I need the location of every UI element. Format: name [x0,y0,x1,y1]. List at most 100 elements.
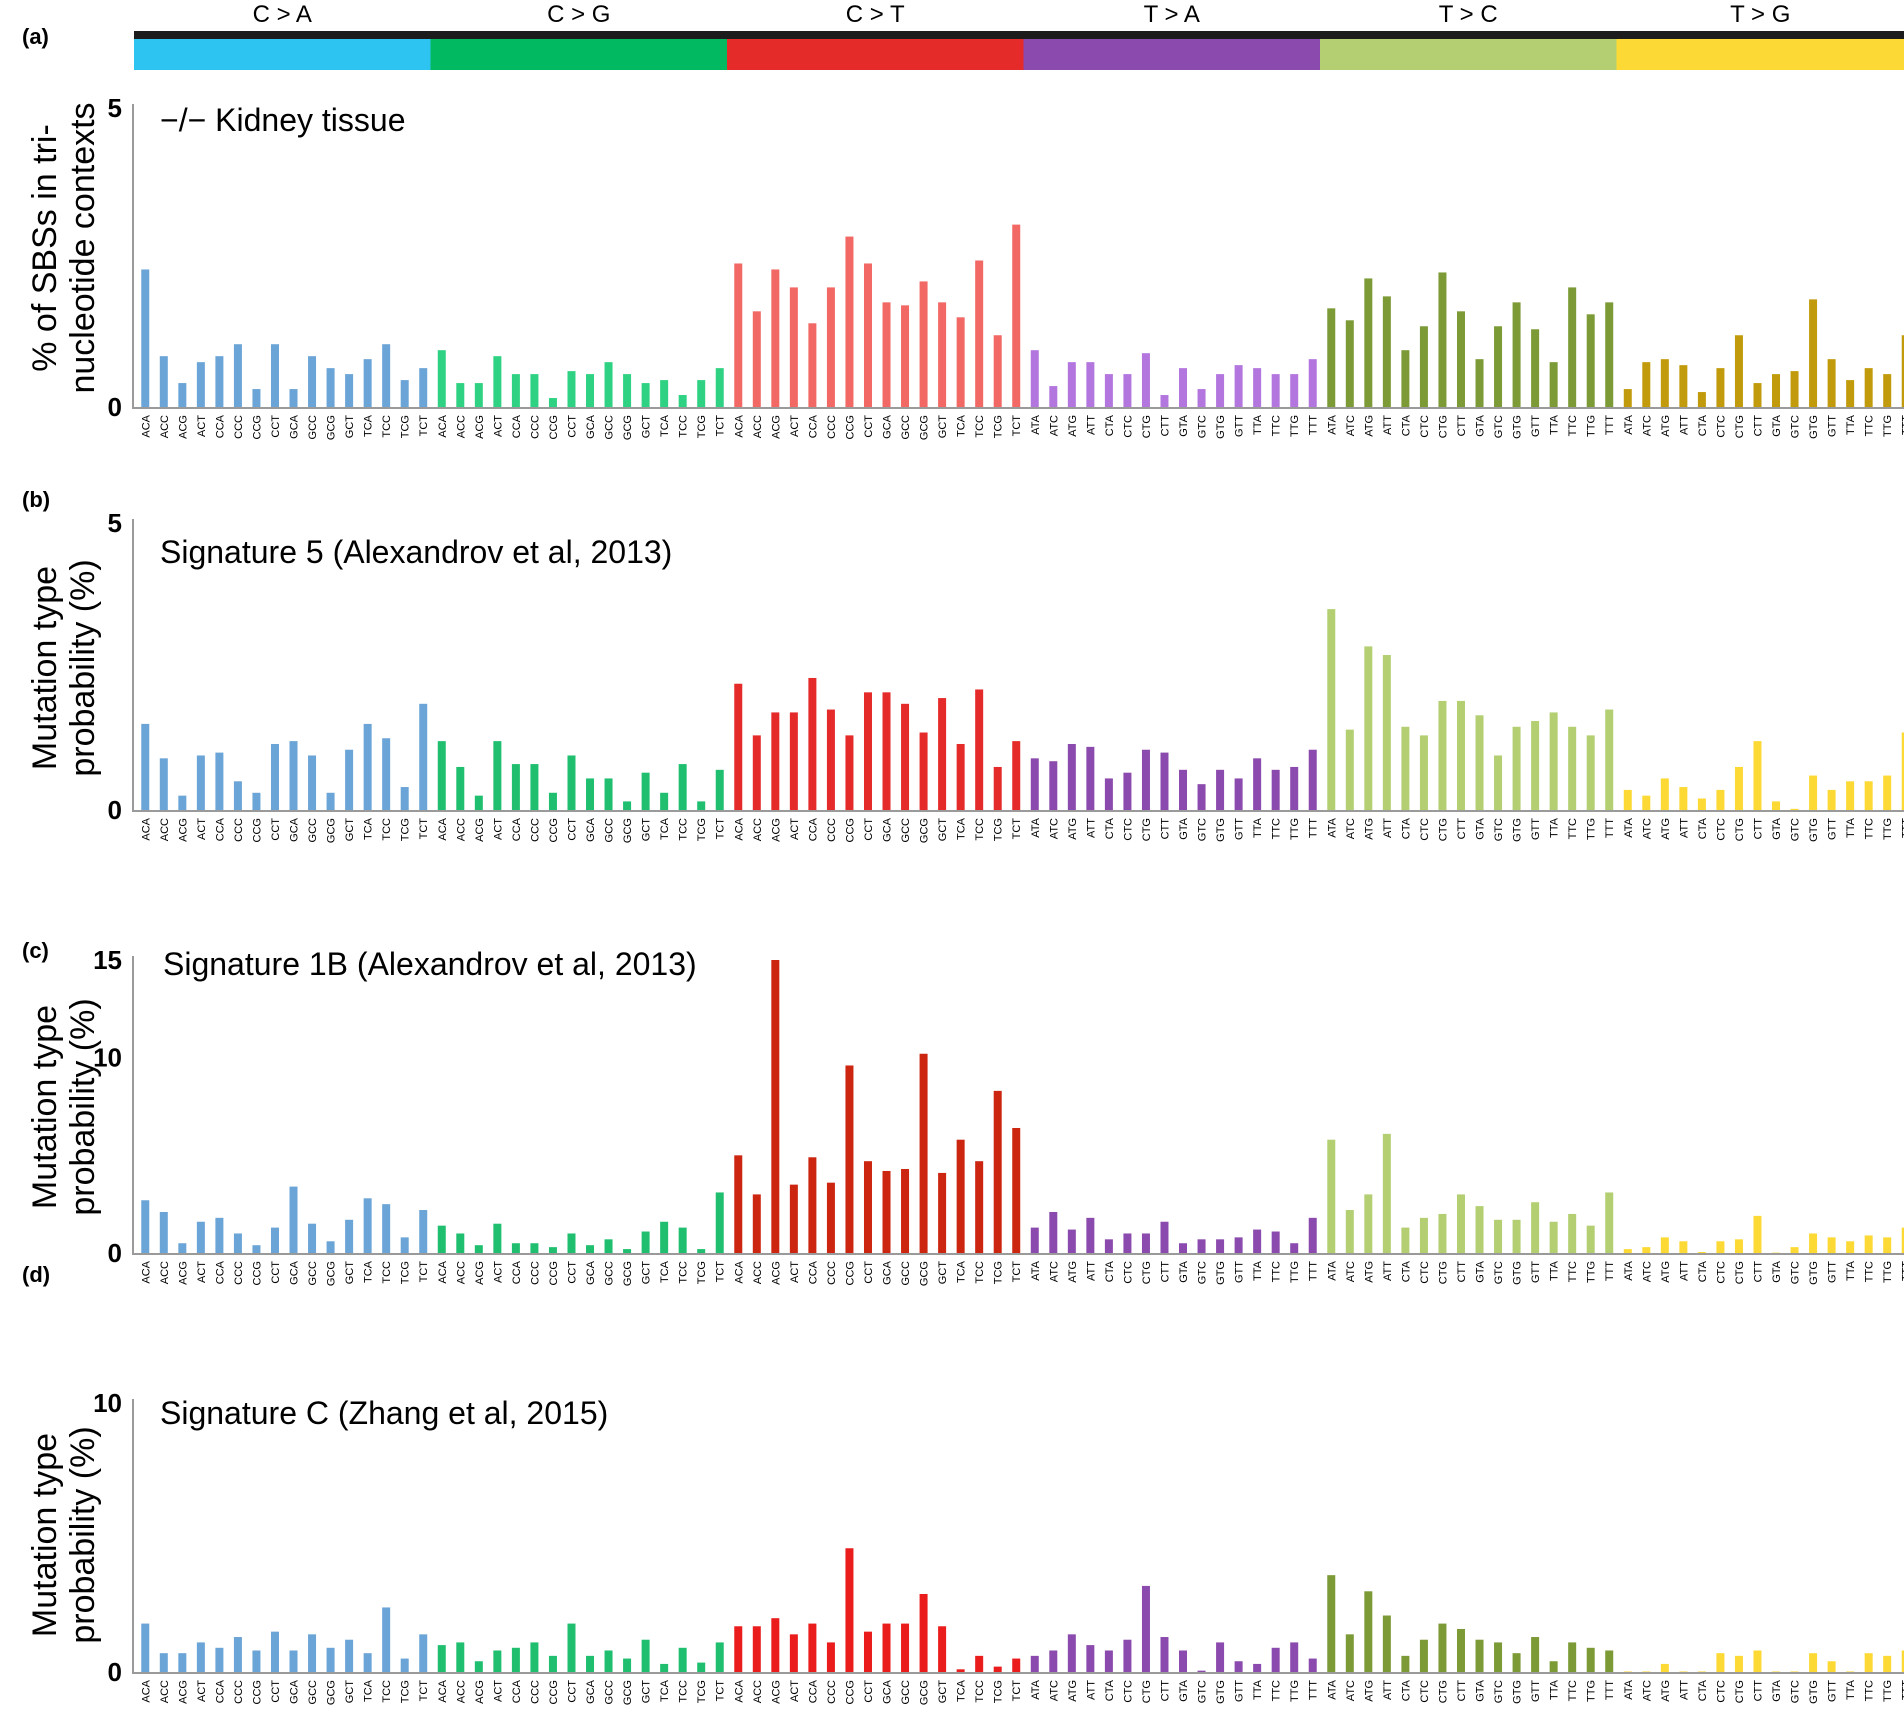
x-tick-label: GCA [585,817,597,842]
x-tick-label: ACT [789,1680,801,1702]
x-tick-label: GCA [585,1679,597,1704]
bar [1901,335,1904,407]
x-tick-label: CTA [1697,1260,1709,1282]
x-tick-label: ATG [1660,818,1672,840]
bar [845,236,854,407]
bar [993,766,1002,810]
x-tick-label: GTG [1215,1680,1227,1704]
bar [1772,374,1781,407]
x-tick-label: TCA [659,1260,671,1283]
bar [493,741,502,810]
bar [1327,1575,1336,1672]
x-tick-label: TTG [1289,1680,1301,1702]
x-tick-label: TTG [1289,818,1301,840]
x-tick-label: GTC [1790,415,1802,438]
bar [1827,789,1836,810]
x-tick-label: ACT [492,1680,504,1702]
x-tick-label: ACC [159,1680,171,1703]
bar [1345,1634,1354,1672]
x-tick-label: ACA [733,817,745,840]
x-tick-label: ACG [770,1680,782,1704]
x-tick-label: ACG [770,415,782,439]
bar [1012,1127,1021,1253]
bar [1716,789,1725,810]
bar [1586,1225,1595,1253]
bar [363,359,372,407]
bar [1531,329,1540,407]
bar [178,1653,187,1672]
x-tick-label: ATA [1326,414,1338,434]
bar [437,1645,446,1672]
bar [808,1157,817,1253]
x-tick-label: CTA [1104,414,1116,436]
x-tick-label: ACC [752,415,764,438]
group-label: T > G [1730,1,1790,28]
x-tick-label: ATA [1623,1679,1635,1699]
x-tick-label: GCA [289,414,301,439]
bar [419,703,428,810]
x-tick-label: ACG [474,1680,486,1704]
x-tick-label: ATA [1326,1679,1338,1699]
x-tick-label: GTC [1493,1261,1505,1284]
x-tick-label: TCG [400,1261,412,1284]
bar [1549,1221,1558,1253]
x-tick-label: CCT [270,1261,282,1284]
bar [1104,374,1113,407]
bar [1642,1247,1651,1253]
bar [1253,368,1262,407]
bar [1327,609,1336,810]
x-tick-label: ACC [455,1261,467,1284]
bar [1494,1642,1503,1672]
bar [159,758,168,810]
bar [752,311,761,407]
x-tick-label: ATG [1660,1680,1672,1702]
x-tick-label: TTA [1845,1679,1857,1700]
bar [1030,1655,1039,1672]
x-tick-label: TCG [400,1680,412,1703]
x-tick-label: CTT [1159,1680,1171,1702]
bar [771,1618,780,1672]
x-tick-label: CCA [807,1260,819,1284]
bar [1345,729,1354,810]
x-tick-label: CTG [1141,818,1153,841]
x-tick-label: GTA [1771,414,1783,436]
x-tick-label: TCT [715,818,727,840]
bar [252,792,261,810]
x-tick-label: TCT [418,1680,430,1702]
x-tick-label: ATC [1048,818,1060,839]
bar [1531,1202,1540,1253]
bar [734,263,743,407]
bar [1883,1655,1892,1672]
x-tick-label: GCG [919,818,931,843]
x-tick-label: ATG [1363,818,1375,840]
bar [956,1669,965,1672]
x-tick-label: CCG [844,1261,856,1285]
x-tick-label: ACT [789,415,801,437]
x-tick-label: TTT [1604,1261,1616,1281]
bar [1216,769,1225,810]
bar [363,723,372,810]
bar [326,1647,335,1672]
bar [641,1231,650,1253]
x-tick-label: GTG [1808,818,1820,842]
bar [511,374,520,407]
x-tick-label: ATT [1085,415,1097,435]
bar [326,792,335,810]
x-tick-label: TTA [1252,1260,1264,1281]
bar [826,709,835,810]
x-tick-label: ATT [1678,415,1690,435]
bar [1308,359,1317,407]
bar [1660,778,1669,810]
group-label: T > C [1439,1,1498,28]
x-tick-label: TTG [1289,1261,1301,1283]
x-tick-label: CTT [1456,818,1468,840]
x-tick-label: GCG [622,1680,634,1705]
strip-segment [430,39,727,70]
bar [1586,1647,1595,1672]
x-tick-label: GTT [1530,1680,1542,1702]
bar [826,287,835,407]
bar [845,735,854,810]
bar [1030,350,1039,407]
x-tick-label: CCA [807,817,819,841]
bar [1753,383,1762,407]
